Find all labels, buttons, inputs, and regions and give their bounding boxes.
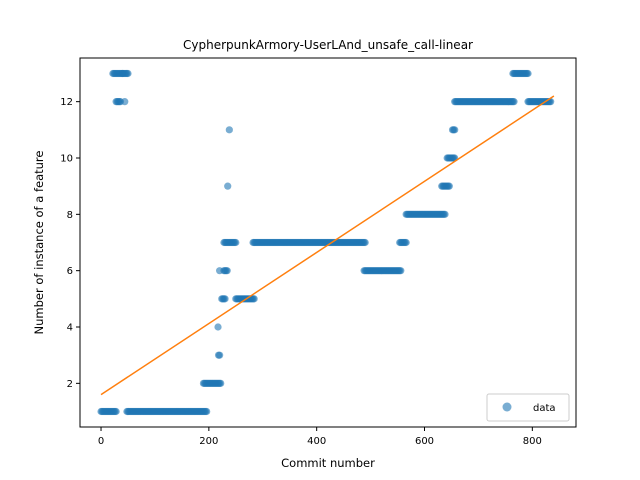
y-tick-label: 6 [67,266,73,277]
y-tick-label: 10 [60,153,73,164]
data-point [402,238,410,247]
data-point [216,351,224,359]
y-tick-label: 2 [67,379,73,390]
data-point [203,407,211,416]
y-axis-label: Number of instance of a feature [32,151,46,335]
data-point [225,126,233,134]
x-tick-label: 200 [199,436,218,447]
y-tick-label: 12 [60,97,73,108]
legend-marker [502,402,512,412]
data-point [361,238,369,247]
chart-title: CypherpunkArmory-UserLAnd_unsafe_call-li… [183,38,473,52]
data-point [510,98,518,106]
axes-frame [79,57,577,428]
x-tick-label: 400 [307,436,326,447]
x-tick-label: 800 [523,436,542,447]
data-point [451,126,459,134]
fit-line [100,95,555,396]
x-tick-label: 0 [98,436,104,447]
data-point [121,98,129,106]
y-axis: 2 4 6 8 10 12 [60,97,80,390]
x-axis: 0 200 400 600 800 [98,427,542,447]
y-tick-label: 4 [67,323,73,334]
legend: data [486,393,570,422]
legend-box [486,393,570,422]
data-point [224,182,232,190]
data-point [112,407,120,416]
data-point [214,323,222,331]
plot-area [97,69,555,416]
data-point [397,267,405,275]
data-point [221,295,229,303]
data-point [124,69,132,78]
data-point [232,238,240,247]
y-tick-label: 8 [67,210,73,221]
legend-label-data: data [533,403,556,414]
x-tick-label: 600 [415,436,434,447]
data-point [445,182,453,190]
data-point [441,210,449,218]
data-point [223,267,231,275]
data-point [250,295,258,303]
data-point [217,379,225,387]
x-axis-label: Commit number [281,456,375,470]
data-point [524,69,532,78]
